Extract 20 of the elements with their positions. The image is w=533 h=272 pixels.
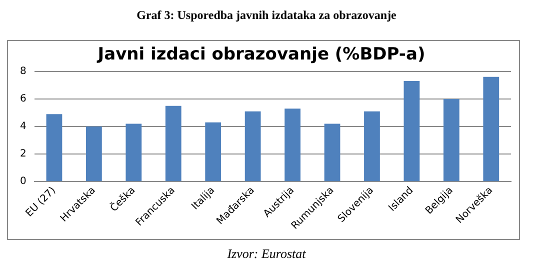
- text: Graf 3: Usporedba javnih izdataka za obrazovanje: [136, 8, 398, 23]
- bar: [364, 111, 380, 182]
- bar: [86, 126, 102, 182]
- y-tick-label: 4: [20, 121, 26, 132]
- y-tick-label: 0: [20, 176, 26, 188]
- bar: [46, 114, 62, 182]
- bar: [205, 122, 222, 182]
- bar: [483, 76, 500, 182]
- bar: [404, 81, 420, 182]
- bar: [244, 111, 261, 182]
- bar: [126, 124, 142, 182]
- chart-title: Javni izdaci obrazovanje (%BDP-a): [96, 44, 426, 65]
- text: Izvor: Eurostat: [226, 246, 307, 262]
- bar: [324, 124, 340, 182]
- bar: [284, 108, 300, 182]
- bar: [165, 106, 182, 182]
- y-tick-label: 6: [20, 94, 26, 105]
- y-tick-label: 2: [20, 148, 26, 160]
- bar: [443, 98, 460, 182]
- y-tick-label: 8: [20, 66, 26, 77]
